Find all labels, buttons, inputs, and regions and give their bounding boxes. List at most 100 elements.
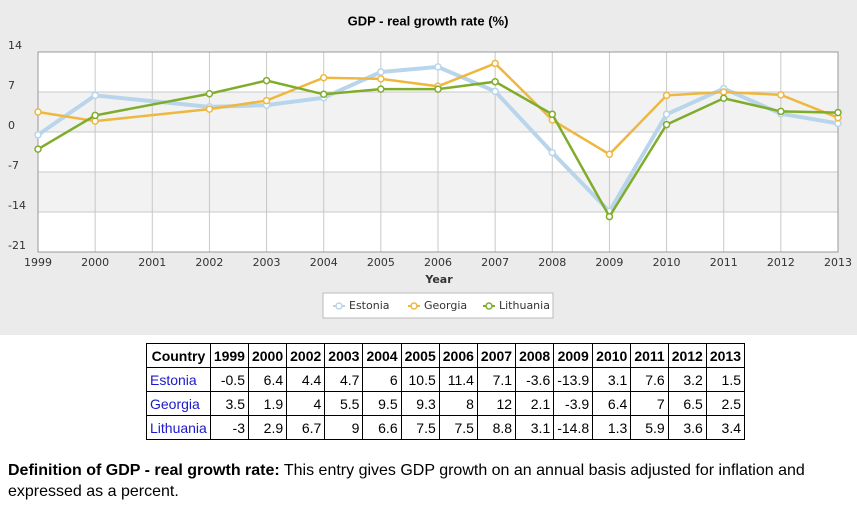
legend-label: Lithuania [499, 299, 550, 312]
table-cell: 7.6 [630, 367, 669, 392]
table-cell: 1.5 [705, 367, 746, 392]
legend-label: Estonia [349, 299, 390, 312]
x-tick-label: 2008 [538, 256, 566, 269]
table-cell: 2012 [667, 343, 707, 368]
table-cell: 6.5 [667, 391, 707, 416]
table-cell: Estonia [146, 367, 211, 392]
table-cell: 3.1 [515, 415, 555, 440]
table-cell: 9.3 [400, 391, 440, 416]
table-cell: 6.4 [247, 367, 288, 392]
x-tick-label: 1999 [24, 256, 52, 269]
data-point [434, 85, 442, 93]
table-cell: 7.5 [400, 415, 440, 440]
data-point [377, 75, 385, 83]
x-tick-label: 2004 [310, 256, 338, 269]
y-tick-label: -14 [8, 199, 26, 212]
x-tick-label: 2001 [138, 256, 166, 269]
y-tick-label: -7 [8, 159, 19, 172]
table-cell: 2000 [247, 343, 288, 368]
table-cell: Georgia [146, 391, 211, 416]
table-cell: 7 [630, 391, 669, 416]
data-point [548, 110, 557, 119]
chart-title: GDP - real growth rate (%) [348, 13, 509, 28]
table-cell: -3.9 [553, 391, 594, 416]
table-cell: 10.5 [400, 367, 440, 392]
table-cell: 2008 [515, 343, 555, 368]
table-cell: 2002 [286, 343, 326, 368]
data-point [605, 150, 614, 159]
table-cell: -0.5 [209, 367, 249, 392]
data-point [319, 73, 328, 82]
table-cell: 12 [476, 391, 517, 416]
definition-text: This entry gives GDP growth on an annual… [8, 462, 805, 500]
table-cell: 2009 [553, 343, 594, 368]
table-cell: 1.9 [247, 391, 288, 416]
table-cell: Lithuania [146, 415, 211, 440]
data-point [91, 111, 99, 120]
x-tick-label: 2013 [824, 256, 852, 269]
table-cell: 11.4 [438, 367, 478, 392]
table-cell: 6.6 [362, 415, 402, 440]
data-point [834, 108, 842, 117]
table-cell: -14.8 [553, 415, 594, 440]
table-cell: 4.4 [286, 367, 326, 392]
x-tick-label: 2005 [367, 256, 395, 269]
data-point [262, 76, 271, 85]
x-tick-label: 2012 [767, 256, 795, 269]
data-table: Country 1999 2000 2002 2003 2004 2005 2006 2007 2… [146, 343, 746, 440]
table-header: Country 1999 2000 2002 2003 2004 2005 2006 2007 2… [146, 343, 746, 368]
x-tick-label: 2010 [653, 256, 681, 269]
legend-marker [485, 302, 493, 310]
data-point [377, 85, 385, 93]
data-point [777, 107, 785, 116]
y-tick-label: 7 [8, 79, 15, 92]
table-cell: 8.8 [476, 415, 517, 440]
table-row: Estonia -0.5 6.4 4.4 4.7 6 10.5 11.4 7.1 -3.6 -13.… [146, 367, 746, 392]
chart: GDP - real growth rate (%) Year -21 -14 -7… [0, 0, 857, 335]
table-cell: 6 [362, 367, 402, 392]
x-tick-label: 2002 [195, 256, 223, 269]
table-cell: 5.9 [630, 415, 669, 440]
table-cell: 3.1 [592, 367, 632, 392]
table-cell: 2005 [400, 343, 440, 368]
table-cell: 2006 [438, 343, 478, 368]
table-cell: 8 [438, 391, 478, 416]
x-tick-label: 2011 [710, 256, 738, 269]
table-cell: 1999 [209, 343, 249, 368]
data-point [662, 110, 671, 119]
table-cell: 6.4 [592, 391, 632, 416]
table-cell: 1.3 [592, 415, 632, 440]
x-tick-label: 2000 [81, 256, 109, 269]
data-point [205, 105, 214, 113]
data-point [91, 91, 99, 100]
legend-marker [335, 302, 343, 310]
data-point [662, 120, 671, 129]
data-point [491, 59, 499, 68]
y-tick-label: 14 [8, 39, 22, 52]
data-point [434, 63, 442, 71]
x-axis-label: Year [424, 273, 453, 286]
table-cell: 4 [286, 391, 326, 416]
data-point [605, 212, 614, 221]
legend [322, 292, 554, 319]
table-cell: 3.4 [705, 415, 746, 440]
x-tick-label: 2009 [595, 256, 623, 269]
data-point [319, 90, 328, 99]
x-tick-label: 2006 [424, 256, 452, 269]
legend-marker [410, 302, 418, 310]
table-cell: -13.9 [553, 367, 594, 392]
y-tick-label: -21 [8, 239, 26, 252]
table-cell: 5.5 [324, 391, 364, 416]
table-row: Lithuania -3 2.9 6.7 9 6.6 7.5 7.5 8.8 3.1 -14.8 1.… [146, 415, 746, 440]
data-point [777, 91, 785, 99]
table-cell: 2011 [630, 343, 669, 368]
data-point [262, 96, 271, 105]
data-point [205, 89, 214, 98]
data-point [491, 77, 499, 86]
table-cell: Country [146, 343, 211, 368]
x-tick-label: 2007 [481, 256, 509, 269]
table-cell: 7.5 [438, 415, 478, 440]
table-cell: 2.9 [247, 415, 288, 440]
data-point [34, 145, 42, 153]
